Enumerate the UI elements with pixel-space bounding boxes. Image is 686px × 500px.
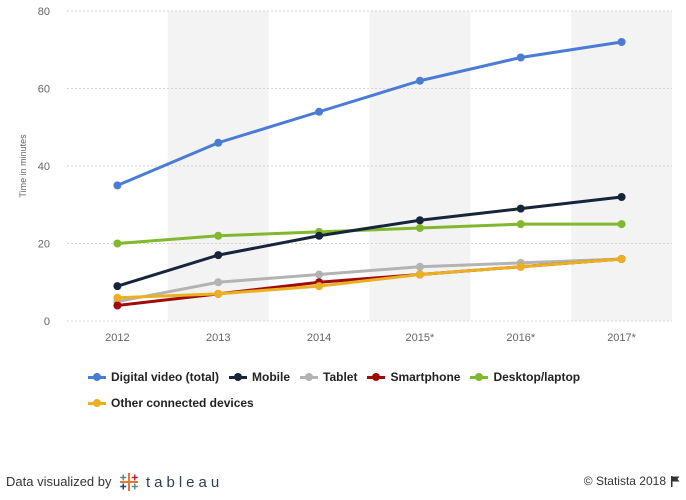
series-lines [113,38,626,310]
legend-swatch-dot [93,399,101,407]
legend-item[interactable]: Other connected devices [88,396,254,410]
tableau-plus-icon [120,473,138,491]
data-point [415,216,424,225]
data-point [315,107,324,116]
data-point [516,204,525,213]
data-point [415,270,424,279]
data-point [516,220,525,229]
x-tick-label: 2014 [307,332,331,344]
legend-label: Digital video (total) [111,370,219,384]
series-0 [113,38,626,190]
y-axis-ticks: 0 20 40 60 80 [38,6,50,328]
x-tick-label: 2017* [607,332,636,344]
legend-swatch [367,370,386,384]
legend-label: Mobile [252,370,290,384]
legend-label: Desktop/laptop [493,370,581,384]
x-tick-label: 2013 [206,332,230,344]
legend-swatch-dot [93,373,101,381]
data-point [113,293,122,302]
legend-swatch-dot [305,373,313,381]
series-line [115,195,624,288]
credit-label: Data visualized by [6,474,112,489]
legend-swatch [88,396,106,410]
data-point [415,76,424,85]
legend-label: Smartphone [390,370,461,384]
data-point [415,224,424,232]
flag-icon[interactable] [671,475,680,487]
tableau-logo-link[interactable]: tableau [118,470,223,494]
series-line [115,257,624,300]
chart-legend: Digital video (total) Mobile Tablet Smartph… [88,368,648,420]
data-point [315,282,324,291]
legend-swatch-dot [372,373,381,381]
legend-label: Tablet [323,370,358,384]
line-chart: 0 20 40 60 80 2012 2013 2014 2015* 2016* 2017* Ti… [18,6,672,344]
legend-swatch-dot [475,373,484,381]
copyright: © Statista 2018 [584,474,680,488]
data-point [415,262,424,271]
data-point [315,270,324,279]
y-tick-label: 20 [38,239,50,251]
x-axis-ticks: 2012 2013 2014 2015* 2016* 2017* [105,332,636,344]
y-tick-label: 40 [38,161,50,173]
series-4 [113,220,626,248]
copyright-text: © Statista 2018 [583,474,666,488]
series-line [115,222,624,245]
data-point [516,262,525,271]
data-point [214,138,223,147]
data-point [214,289,223,298]
series-5 [113,255,626,302]
legend-swatch [470,370,489,384]
x-tick-label: 2015* [406,332,435,344]
data-point [617,220,626,229]
data-point [617,255,626,263]
data-point [315,231,324,240]
band-1 [167,11,269,321]
data-point [113,181,122,190]
legend-label: Other connected devices [111,396,254,410]
data-point [113,282,122,291]
data-point [617,193,626,201]
x-tick-label: 2016* [506,332,535,344]
data-point [516,53,525,62]
legend-item[interactable]: Digital video (total) [88,370,219,384]
data-point [113,239,122,248]
data-point [617,38,626,46]
y-tick-label: 0 [44,316,50,328]
y-axis-label: Time in minutes [18,134,28,198]
gridlines [67,10,672,322]
legend-swatch [88,370,106,384]
legend-swatch [229,370,247,384]
data-point [214,278,223,287]
footer: Data visualized by tableau © Statista 20… [0,470,686,494]
data-point [214,231,223,240]
legend-swatch-dot [234,373,242,381]
y-tick-label: 60 [38,84,50,96]
legend-item[interactable]: Desktop/laptop [470,370,580,384]
series-line [115,257,624,304]
data-point [113,301,122,310]
legend-swatch [300,370,318,384]
series-line [115,40,624,187]
tableau-wordmark: tableau [146,473,224,491]
legend-item[interactable]: Smartphone [367,370,460,384]
y-tick-label: 80 [38,6,50,18]
data-point [214,251,223,260]
legend-item[interactable]: Mobile [229,370,290,384]
series-1 [113,193,626,291]
x-tick-label: 2012 [105,332,129,344]
legend-item[interactable]: Tablet [300,370,357,384]
